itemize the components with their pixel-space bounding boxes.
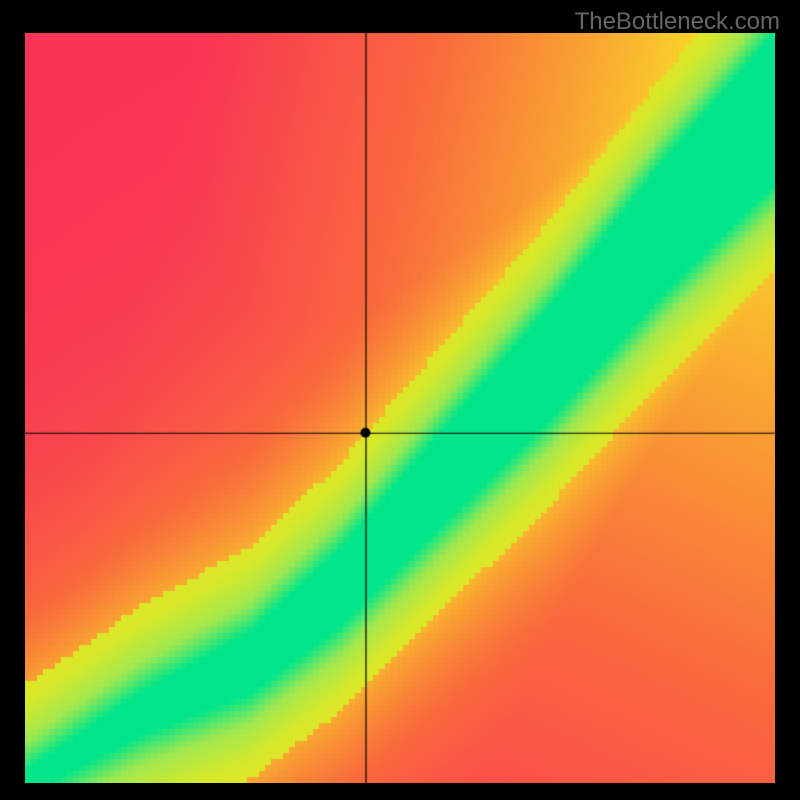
plot-area: [25, 33, 775, 783]
watermark-text: TheBottleneck.com: [575, 8, 780, 36]
heatmap-canvas: [25, 33, 775, 783]
chart-container: TheBottleneck.com: [0, 0, 800, 800]
